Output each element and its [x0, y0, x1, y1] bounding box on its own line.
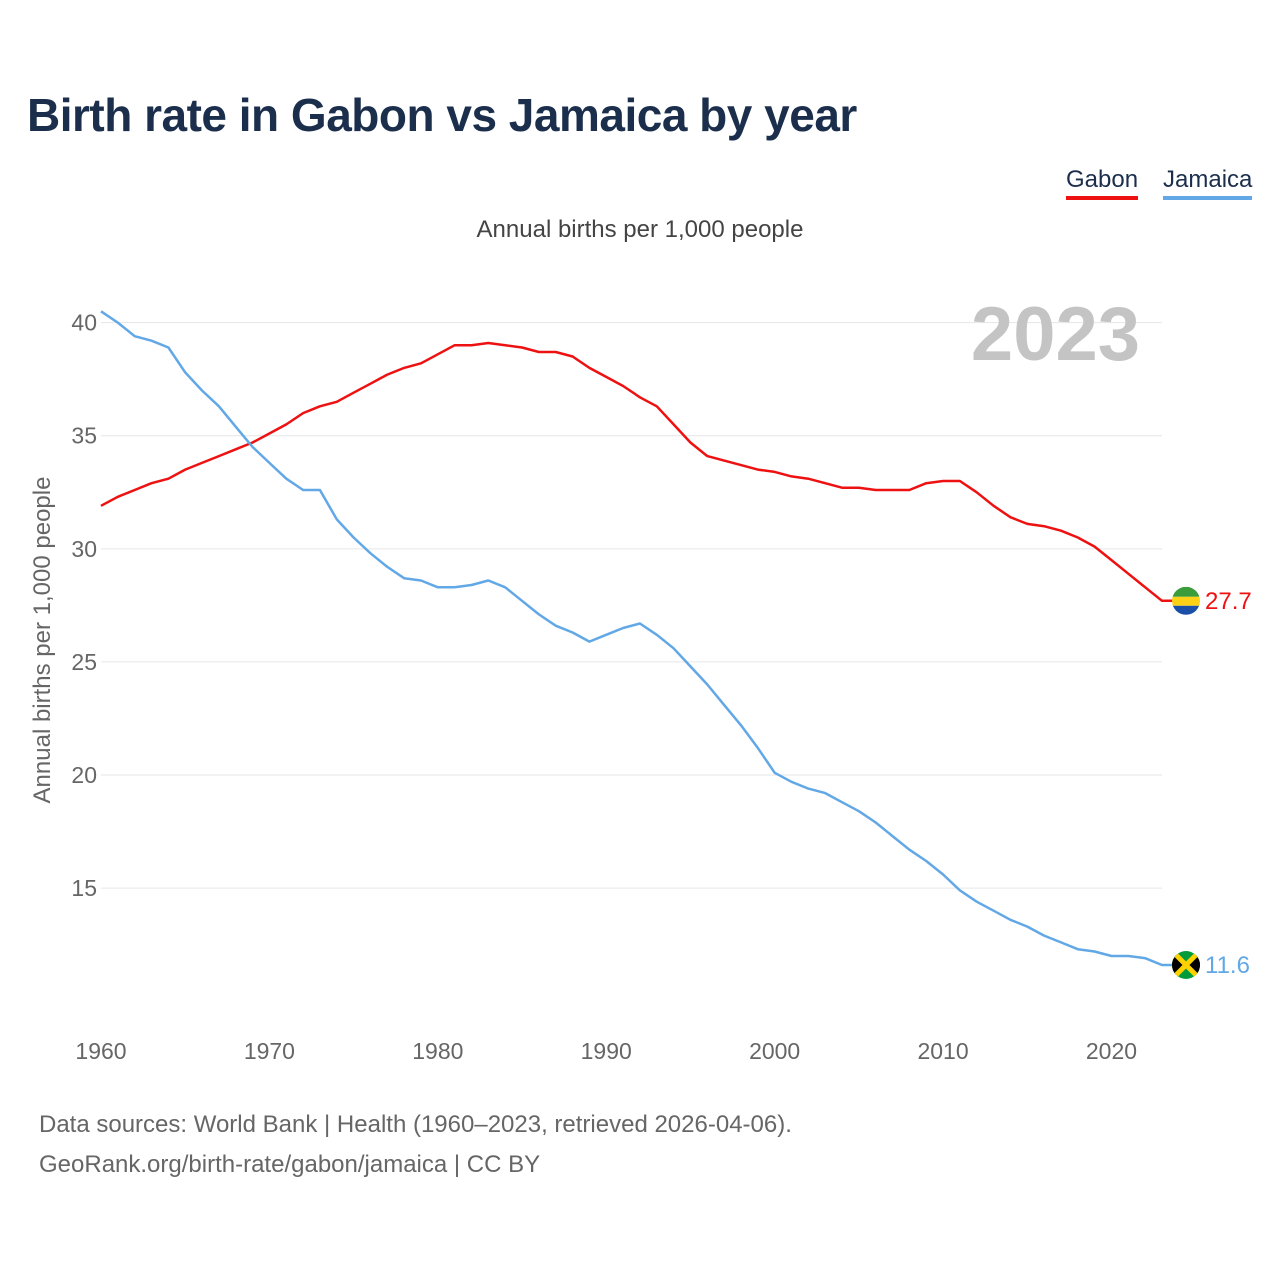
x-tick-label: 2020: [1086, 1038, 1137, 1064]
series-line-gabon: [100, 341, 1186, 603]
current-year-label: 2023: [971, 292, 1140, 377]
jamaica-end-value: 11.6: [1205, 952, 1250, 979]
legend-item-jamaica[interactable]: Jamaica: [1163, 166, 1253, 200]
y-tick-label: 20: [71, 762, 97, 788]
chart-subtitle: Annual births per 1,000 people: [476, 216, 804, 243]
y-axis-ticks: 15 20 25 30 35 40: [71, 310, 97, 901]
chart-title: Birth rate in Gabon vs Jamaica by year: [27, 89, 857, 141]
footer: Data sources: World Bank | Health (1960–…: [39, 1105, 792, 1185]
source-url: GeoRank.org/birth-rate/gabon/jamaica | C…: [39, 1151, 541, 1178]
series-line-jamaica: [100, 310, 1186, 967]
y-tick-label: 35: [71, 423, 97, 449]
x-tick-label: 2000: [749, 1038, 800, 1064]
legend-item-gabon[interactable]: Gabon: [1066, 166, 1139, 200]
x-axis-ticks: 1960 1970 1980 1990 2000 2010 2020: [75, 1038, 1137, 1064]
gridlines: [101, 322, 1162, 889]
jamaica-flag-icon: [1172, 951, 1200, 979]
x-tick-label: 1980: [412, 1038, 463, 1064]
y-tick-label: 15: [71, 875, 97, 901]
gabon-flag-icon: [1172, 586, 1200, 615]
y-tick-label: 25: [71, 649, 97, 675]
line-chart: 15 20 25 30 35 40 1960 1970 1980 1990 2000 2010 202…: [29, 292, 1252, 1064]
y-tick-label: 40: [71, 310, 97, 336]
y-tick-label: 30: [71, 536, 97, 562]
data-source-note: Data sources: World Bank | Health (1960–…: [39, 1111, 792, 1138]
series-lines: [100, 310, 1186, 967]
x-tick-label: 1990: [581, 1038, 632, 1064]
x-tick-label: 2010: [917, 1038, 968, 1064]
x-tick-label: 1970: [244, 1038, 295, 1064]
gabon-end-value: 27.7: [1205, 588, 1252, 615]
x-tick-label: 1960: [75, 1038, 126, 1064]
y-axis-title: Annual births per 1,000 people: [29, 477, 56, 804]
